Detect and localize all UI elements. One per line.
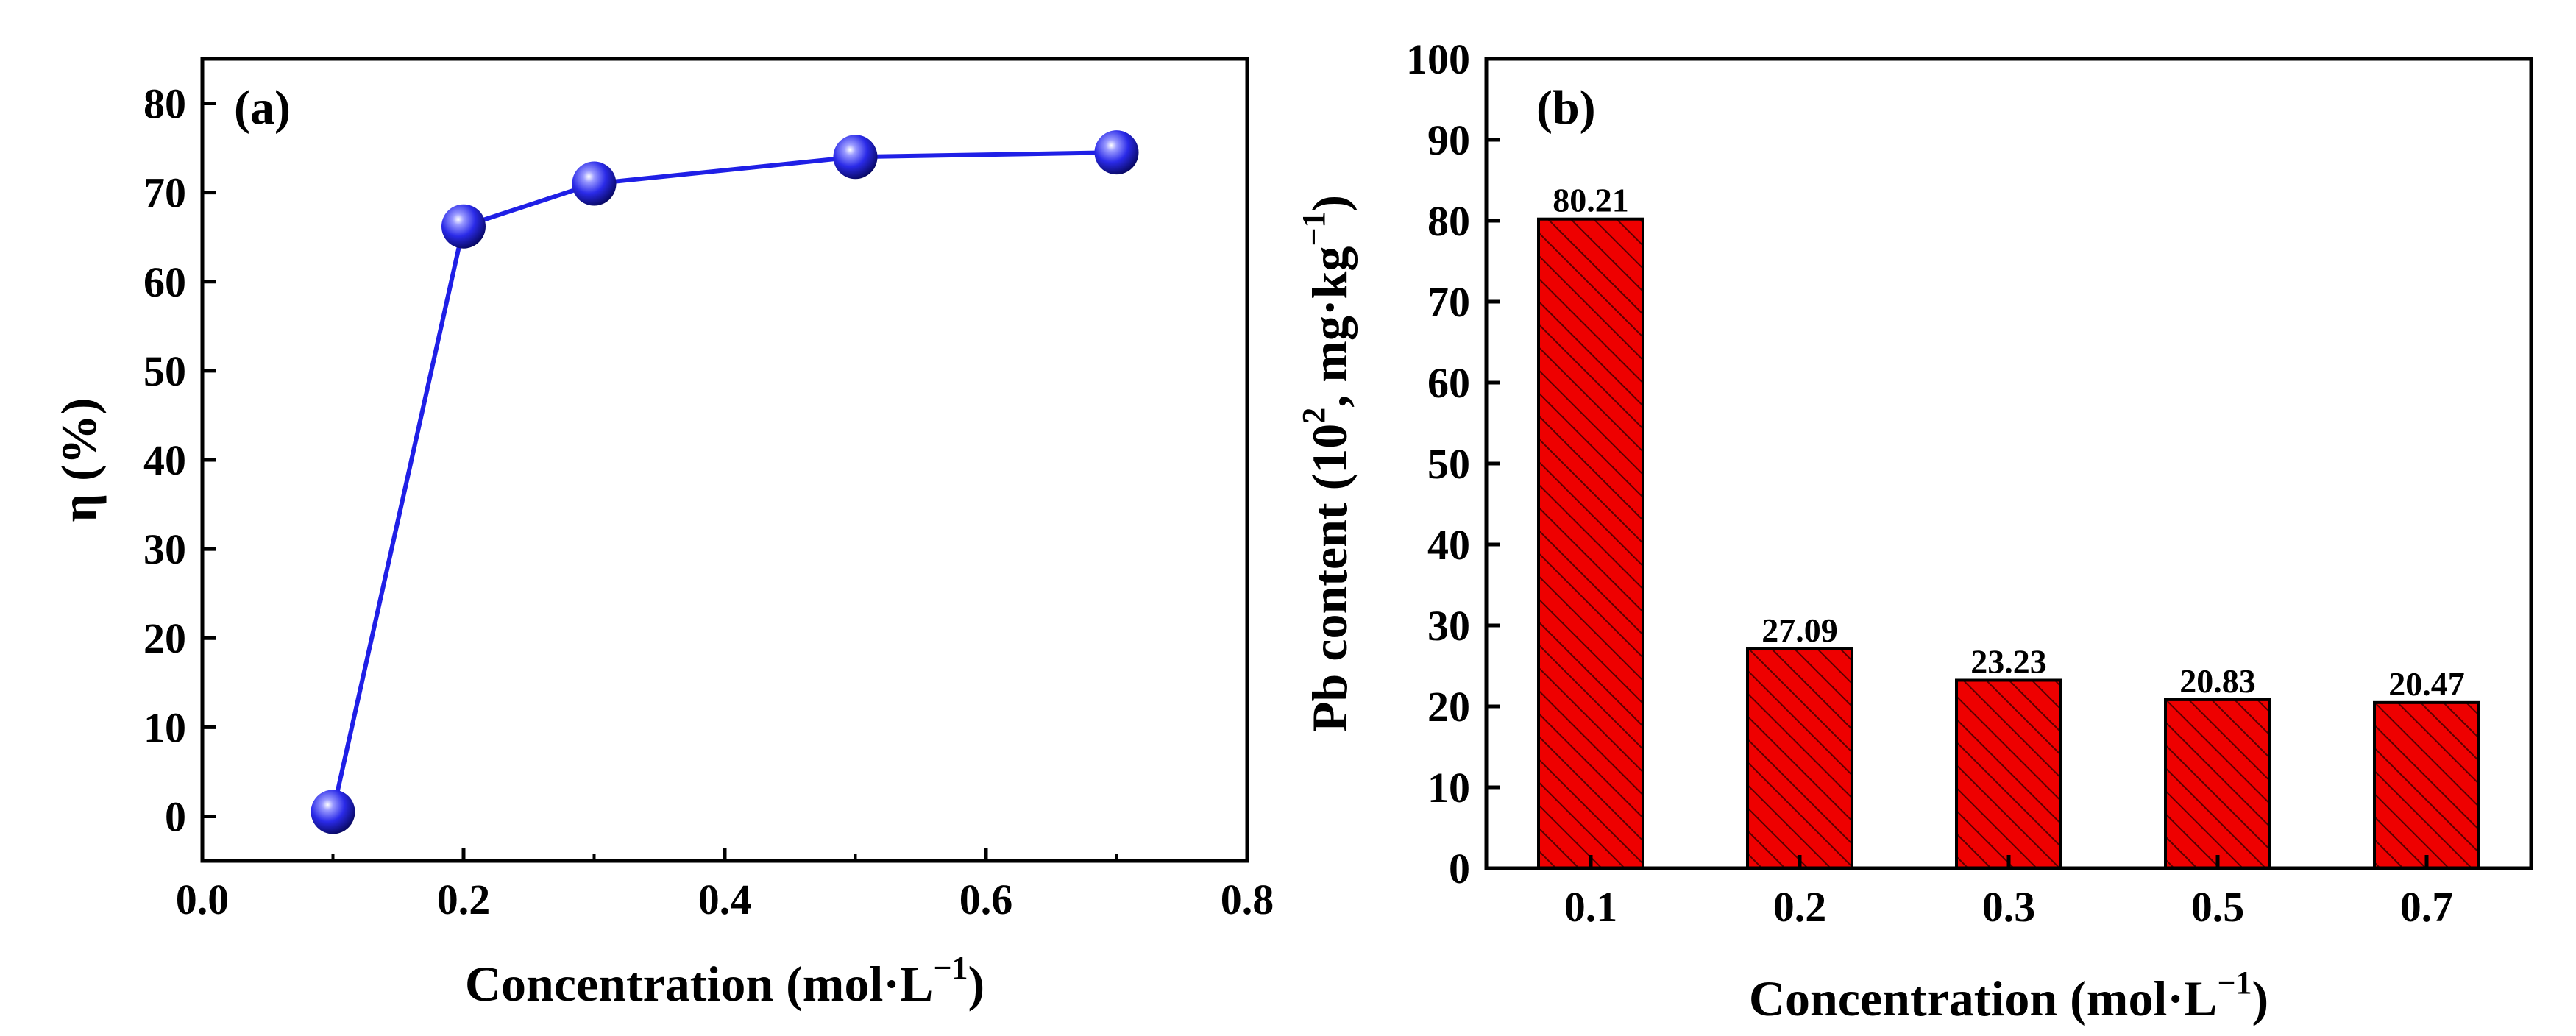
panel-b-x-axis-title: Concentration (mol·L−1)	[1749, 965, 2268, 1026]
panel-a-plot-frame	[200, 57, 1249, 863]
panel-a-x-tick-label: 0.2	[437, 876, 491, 923]
panel-b-y-axis-title-main: Pb content (10	[1302, 424, 1358, 732]
panel-b-x-axis-title-sup: −1	[2217, 965, 2252, 1001]
panel-a: 0.0 0.2 0.4 0.6 0.8 0 10 20 30 40 50 60 70 80 (a) η (…	[51, 57, 1274, 1012]
panel-b-y-tick-label: 90	[1427, 116, 1470, 164]
panel-a-marks	[311, 130, 1139, 834]
panel-b-y-axis-title: Pb content (102, mg·kg−1)	[1296, 195, 1358, 732]
panel-b-y-tick-label: 70	[1427, 278, 1470, 326]
panel-a-y-tick-label: 30	[143, 525, 186, 573]
panel-b-y-axis-title-sup2: −1	[1296, 212, 1332, 246]
panel-b-y-tick-label: 100	[1406, 35, 1470, 83]
panel-a-series-line	[330, 150, 1117, 813]
panel-a-x-axis-title-main: Concentration (mol·L	[465, 956, 934, 1012]
panel-a-x-tick-label: 0.4	[698, 876, 752, 923]
panel-b-label: (b)	[1536, 81, 1596, 135]
panel-a-data-point	[572, 161, 617, 206]
panel-a-y-tick-label: 10	[143, 703, 186, 751]
panel-a-y-tick-label: 20	[143, 614, 186, 662]
panel-b-y-tick-label: 50	[1427, 440, 1470, 488]
panel-a-x-axis-title-sup: −1	[933, 950, 968, 986]
panel-b-y-tick-label: 0	[1449, 845, 1470, 893]
panel-a-y-axis-title: η (%)	[51, 398, 107, 522]
panel-a-data-point	[311, 790, 355, 834]
panel-b-y-tick-label: 60	[1427, 359, 1470, 407]
panel-b-y-tick-label: 20	[1427, 683, 1470, 731]
panel-b-y-tick-label: 40	[1427, 521, 1470, 569]
panel-a-y-tick-label: 80	[143, 80, 186, 128]
panel-a-x-axis-title: Concentration (mol·L−1)	[465, 950, 984, 1012]
panel-b-y-tick-label: 10	[1427, 764, 1470, 812]
panel-b-x-tick-label: 0.2	[1773, 883, 1827, 931]
panel-b-bar-value-label: 23.23	[1970, 642, 2047, 680]
panel-b-bar	[1746, 648, 1853, 870]
panel-a-data-point	[1094, 130, 1139, 175]
panel-a-data-point	[441, 204, 486, 249]
panel-a-ticks: 0.0 0.2 0.4 0.6 0.8 0 10 20 30 40 50 60 70 80	[143, 80, 1274, 923]
panel-b-y-axis-title-close: )	[1302, 195, 1358, 212]
panel-a-x-tick-label: 0.0	[176, 876, 230, 923]
panel-a-y-tick-label: 60	[143, 258, 186, 306]
panel-a-y-tick-label: 40	[143, 436, 186, 484]
panel-a-y-tick-label: 70	[143, 169, 186, 217]
panel-a-x-axis-title-close: )	[968, 956, 984, 1012]
panel-b-bar-value-label: 20.47	[2388, 665, 2465, 703]
panel-b-y-tick-label: 80	[1427, 197, 1470, 245]
panel-b-y-axis-title-mid: , mg·kg	[1302, 246, 1358, 408]
panel-b-bar	[2373, 700, 2480, 870]
panel-b-x-axis-title-close: )	[2252, 971, 2268, 1026]
panel-a-x-tick-label: 0.8	[1221, 876, 1274, 923]
panel-b-marks: 80.21 27.09 23.23 20.83 20.47	[1537, 182, 2480, 870]
panel-b-bar	[1537, 217, 1644, 870]
panel-b-bar	[1955, 678, 2062, 870]
panel-b-x-tick-label: 0.7	[2400, 883, 2454, 931]
panel-b-x-tick-label: 0.3	[1982, 883, 2036, 931]
panel-a-data-point	[833, 135, 878, 180]
panel-a-label: (a)	[234, 81, 291, 135]
panel-b-x-axis-title-main: Concentration (mol·L	[1749, 971, 2218, 1026]
panel-a-y-tick-label: 50	[143, 347, 186, 395]
panel-b-y-axis-title-sup1: 2	[1296, 408, 1332, 424]
panel-b-x-tick-label: 0.5	[2191, 883, 2245, 931]
panel-a-x-tick-label: 0.6	[959, 876, 1013, 923]
panel-b-bar-value-label: 80.21	[1553, 182, 1629, 219]
panel-b-bar	[2164, 698, 2271, 870]
panel-b-x-tick-label: 0.1	[1564, 883, 1618, 931]
panel-b: 80.21 27.09 23.23 20.83 20.47 0 10 20 30 40 50 60 7…	[1296, 35, 2533, 1026]
panel-b-y-tick-label: 30	[1427, 602, 1470, 650]
panel-a-y-tick-label: 0	[165, 792, 186, 840]
panel-b-ticks: 0 10 20 30 40 50 60 70 80 90 100 0.1 0.2 0.3 0.5 0.7	[1406, 35, 2453, 931]
panel-b-bar-value-label: 27.09	[1761, 611, 1838, 649]
panel-b-bar-value-label: 20.83	[2179, 662, 2256, 700]
